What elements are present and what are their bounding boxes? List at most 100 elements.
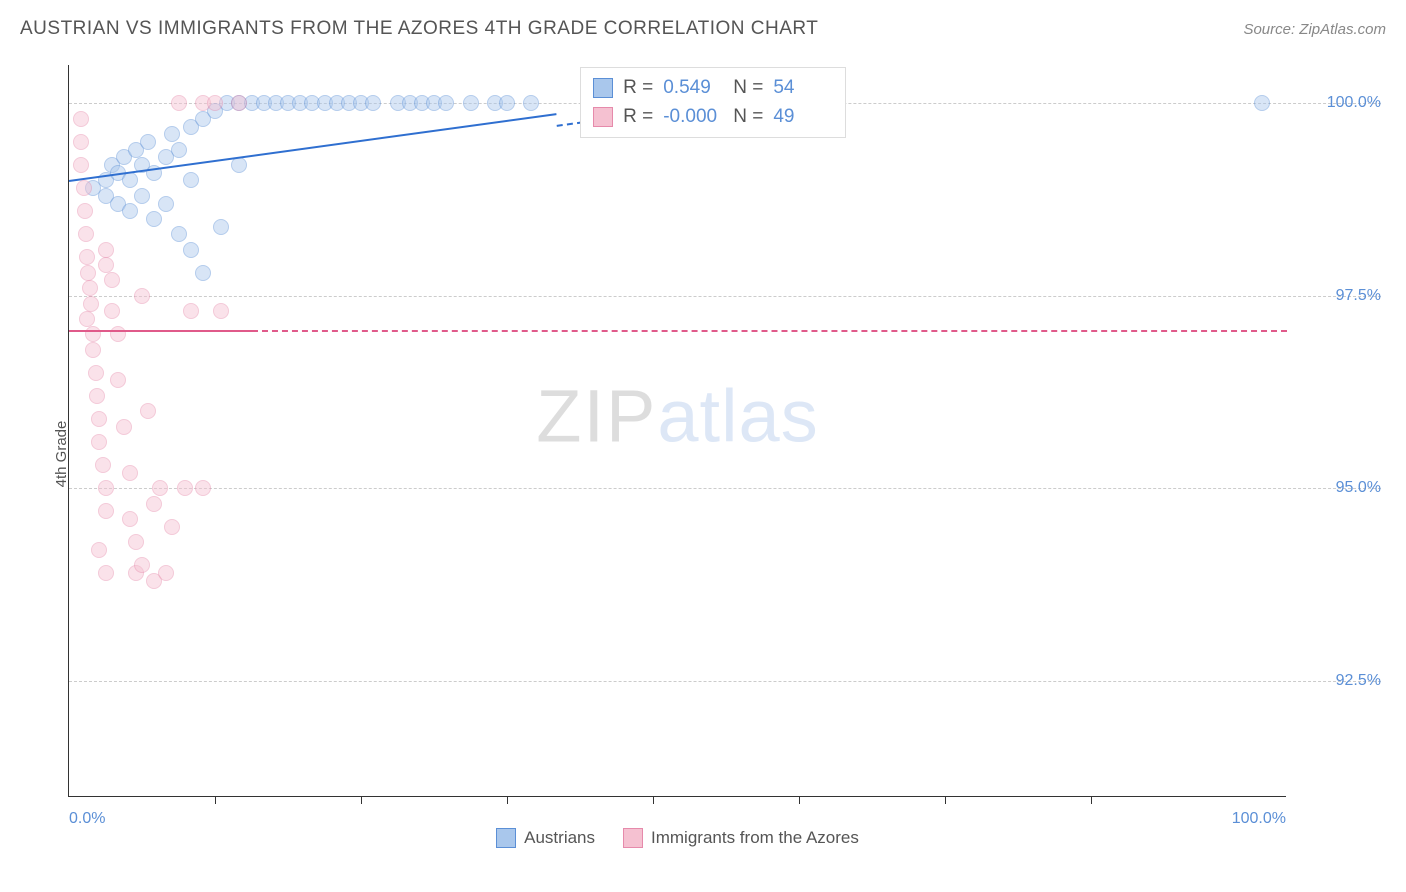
scatter-point [89, 388, 105, 404]
scatter-point [91, 411, 107, 427]
grid-line [69, 681, 1381, 682]
scatter-point [183, 303, 199, 319]
scatter-point [365, 95, 381, 111]
legend-label: Immigrants from the Azores [651, 828, 859, 848]
r-label: R = [623, 74, 653, 103]
correlation-legend: R = 0.549 N = 54 R = -0.000 N = 49 [580, 67, 846, 138]
scatter-point [98, 480, 114, 496]
scatter-point [91, 542, 107, 558]
legend-item: Austrians [496, 828, 595, 848]
x-tick [945, 796, 946, 804]
scatter-point [213, 219, 229, 235]
scatter-point [98, 257, 114, 273]
scatter-point [85, 342, 101, 358]
n-label: N = [733, 74, 763, 103]
scatter-point [195, 480, 211, 496]
scatter-point [231, 95, 247, 111]
scatter-point [463, 95, 479, 111]
legend-item: Immigrants from the Azores [623, 828, 859, 848]
scatter-point [122, 465, 138, 481]
y-tick-label: 92.5% [1291, 672, 1381, 690]
scatter-point [146, 211, 162, 227]
watermark: ZIPatlas [536, 373, 818, 458]
scatter-point [80, 265, 96, 281]
scatter-point [1254, 95, 1270, 111]
scatter-point [79, 311, 95, 327]
watermark-zip: ZIP [536, 374, 657, 457]
y-tick-label: 100.0% [1291, 94, 1381, 112]
scatter-point [98, 242, 114, 258]
scatter-point [158, 196, 174, 212]
scatter-point [158, 565, 174, 581]
n-label: N = [733, 103, 763, 132]
scatter-point [140, 403, 156, 419]
scatter-point [134, 288, 150, 304]
scatter-point [73, 111, 89, 127]
n-value: 54 [773, 74, 833, 103]
correlation-row: R = -0.000 N = 49 [593, 103, 833, 132]
scatter-point [77, 203, 93, 219]
scatter-point [146, 496, 162, 512]
n-value: 49 [773, 103, 833, 132]
scatter-point [499, 95, 515, 111]
x-tick-label: 100.0% [1232, 810, 1286, 828]
scatter-point [88, 365, 104, 381]
scatter-point [128, 534, 144, 550]
legend-swatch [593, 78, 613, 98]
x-tick-label: 0.0% [69, 810, 105, 828]
scatter-point [213, 303, 229, 319]
scatter-point [164, 519, 180, 535]
chart-header: AUSTRIAN VS IMMIGRANTS FROM THE AZORES 4… [0, 0, 1406, 50]
scatter-point [104, 272, 120, 288]
scatter-point [91, 434, 107, 450]
r-label: R = [623, 103, 653, 132]
scatter-point [134, 188, 150, 204]
scatter-point [122, 203, 138, 219]
scatter-point [79, 249, 95, 265]
r-value: 0.549 [663, 74, 723, 103]
scatter-point [438, 95, 454, 111]
scatter-point [171, 226, 187, 242]
scatter-point [110, 372, 126, 388]
x-tick [215, 796, 216, 804]
x-tick [799, 796, 800, 804]
chart-source: Source: ZipAtlas.com [1243, 21, 1386, 38]
legend-swatch [623, 828, 643, 848]
x-tick [1091, 796, 1092, 804]
scatter-point [195, 265, 211, 281]
scatter-point [110, 326, 126, 342]
scatter-point [183, 172, 199, 188]
scatter-point [171, 142, 187, 158]
scatter-point [78, 226, 94, 242]
scatter-point [207, 95, 223, 111]
grid-line [69, 488, 1381, 489]
scatter-point [104, 303, 120, 319]
scatter-point [134, 557, 150, 573]
scatter-point [177, 480, 193, 496]
y-tick-label: 97.5% [1291, 287, 1381, 305]
legend-swatch [593, 107, 613, 127]
scatter-point [95, 457, 111, 473]
x-tick [361, 796, 362, 804]
trend-line [69, 330, 252, 332]
legend-swatch [496, 828, 516, 848]
scatter-point [183, 242, 199, 258]
scatter-point [83, 296, 99, 312]
scatter-point [171, 95, 187, 111]
x-tick [507, 796, 508, 804]
chart-title: AUSTRIAN VS IMMIGRANTS FROM THE AZORES 4… [20, 18, 818, 40]
scatter-point [164, 126, 180, 142]
scatter-point [98, 565, 114, 581]
y-tick-label: 95.0% [1291, 479, 1381, 497]
scatter-point [116, 419, 132, 435]
r-value: -0.000 [663, 103, 723, 132]
scatter-point [231, 157, 247, 173]
scatter-point [98, 503, 114, 519]
scatter-point [73, 157, 89, 173]
scatter-point [76, 180, 92, 196]
correlation-row: R = 0.549 N = 54 [593, 74, 833, 103]
scatter-point [73, 134, 89, 150]
series-legend: Austrians Immigrants from the Azores [69, 828, 1286, 848]
chart-container: 4th Grade ZIPatlas 92.5%95.0%97.5%100.0%… [20, 55, 1386, 852]
scatter-point [140, 134, 156, 150]
